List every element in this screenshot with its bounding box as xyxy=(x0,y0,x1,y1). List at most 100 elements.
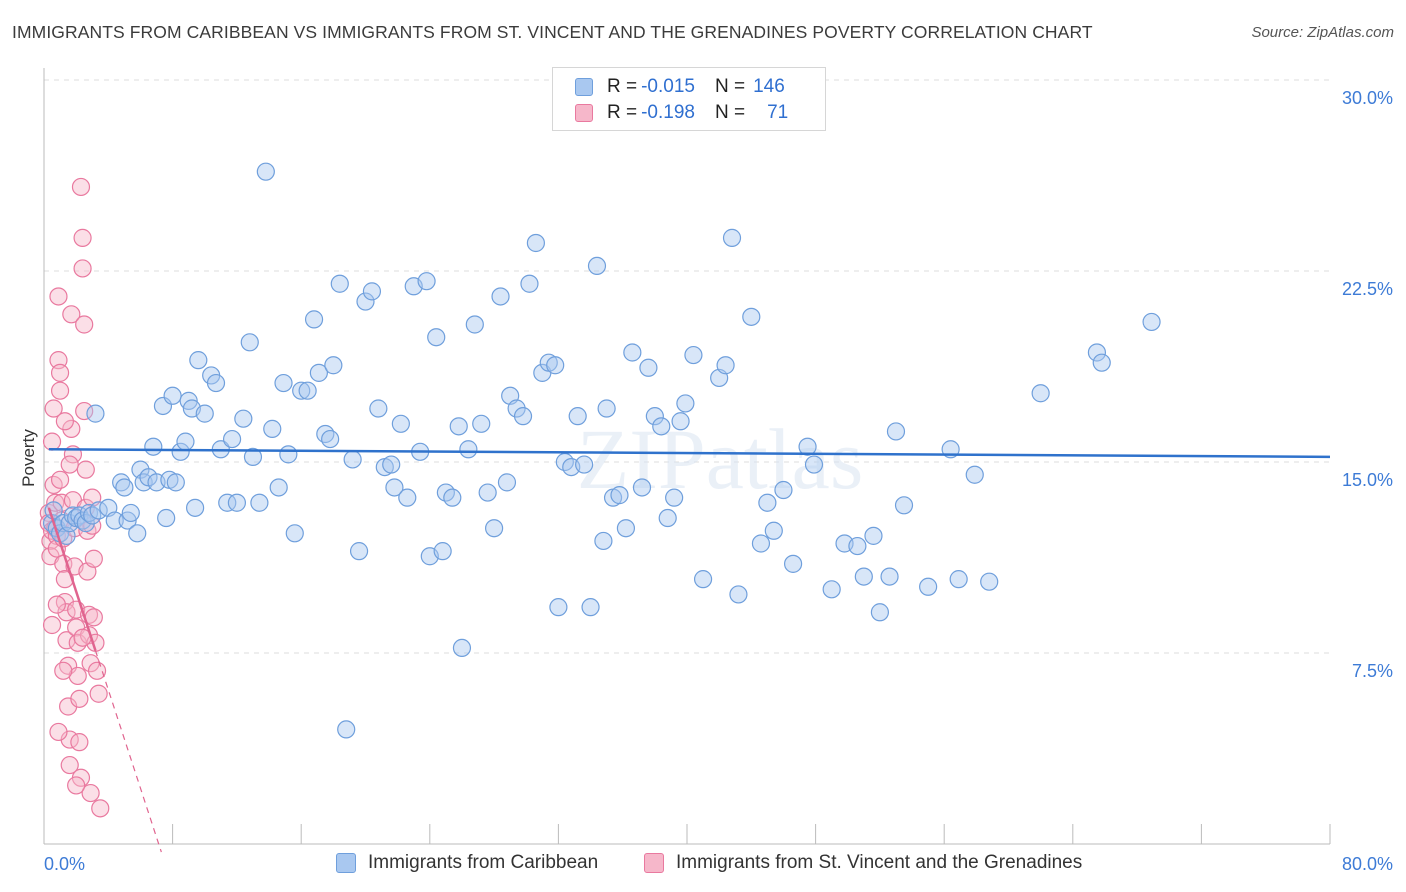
data-point xyxy=(459,440,478,459)
data-point xyxy=(854,567,873,586)
data-point xyxy=(822,580,841,599)
data-point xyxy=(398,488,417,507)
data-point xyxy=(163,386,182,405)
data-point xyxy=(610,486,629,505)
data-point xyxy=(886,422,906,441)
data-point xyxy=(121,503,140,523)
data-point xyxy=(676,394,695,413)
data-point xyxy=(60,755,79,775)
data-point xyxy=(62,419,81,438)
legend-r-value: -0.198 xyxy=(641,102,695,123)
data-point xyxy=(1142,312,1161,332)
data-point xyxy=(49,287,68,306)
legend-row-caribbean: R = -0.015 N = 146 xyxy=(575,75,785,99)
bottom-legend-caribbean: Immigrants from Caribbean xyxy=(336,852,598,874)
data-point xyxy=(324,356,343,375)
data-point xyxy=(81,783,100,803)
data-point xyxy=(42,432,62,451)
data-point xyxy=(206,373,226,393)
bottom-legend-label: Immigrants from St. Vincent and the Gren… xyxy=(676,852,1083,873)
y-axis-label: Poverty xyxy=(19,429,38,487)
data-point xyxy=(337,720,356,739)
grid-lines xyxy=(44,79,1330,654)
data-point xyxy=(50,470,70,489)
data-point xyxy=(171,442,190,461)
data-point xyxy=(75,315,94,334)
data-point xyxy=(804,455,824,474)
data-point xyxy=(218,493,237,512)
data-point xyxy=(84,549,103,568)
legend: R = -0.015 N = 146 R = -0.198 N = 71 xyxy=(552,67,826,131)
source-label: Source: ZipAtlas.com xyxy=(1251,24,1394,41)
watermark: ZIPatlas xyxy=(577,411,864,507)
legend-r-label: R = xyxy=(607,102,638,123)
data-point xyxy=(587,256,607,276)
data-point xyxy=(68,666,87,686)
chart-title: IMMIGRANTS FROM CARIBBEAN VS IMMIGRANTS … xyxy=(12,22,1093,42)
data-point xyxy=(70,689,89,708)
data-point xyxy=(427,328,446,347)
data-point xyxy=(343,450,362,469)
data-point xyxy=(491,287,510,306)
data-point xyxy=(76,460,95,479)
data-point xyxy=(144,437,163,456)
data-point xyxy=(112,473,131,492)
y-tick-label: 7.5% xyxy=(1352,661,1393,681)
legend-r-value: -0.015 xyxy=(641,76,695,97)
legend-n-label: N = xyxy=(714,76,746,97)
data-point xyxy=(594,531,613,551)
data-point xyxy=(70,733,89,752)
bottom-legend-swatch-pink xyxy=(644,853,664,873)
data-point xyxy=(274,373,293,393)
data-point xyxy=(369,399,388,418)
data-point xyxy=(616,519,636,538)
data-point xyxy=(285,524,304,543)
data-point xyxy=(385,478,404,497)
trend-line-caribbean xyxy=(48,448,1331,459)
y-tick-label: 15.0% xyxy=(1342,470,1393,490)
data-point xyxy=(729,585,748,604)
data-point xyxy=(919,577,938,596)
data-point xyxy=(176,432,195,451)
data-point xyxy=(62,305,81,324)
data-point xyxy=(949,570,968,589)
data-point xyxy=(47,595,66,614)
data-point xyxy=(50,381,70,400)
data-point xyxy=(671,412,690,431)
data-point xyxy=(465,315,484,334)
data-point xyxy=(189,351,208,370)
bottom-legend-label: Immigrants from Caribbean xyxy=(368,852,599,873)
data-point xyxy=(279,445,298,464)
data-point xyxy=(304,310,324,329)
trend-lines xyxy=(47,448,1331,853)
data-point xyxy=(263,419,282,438)
data-point xyxy=(693,570,713,589)
data-point xyxy=(665,488,684,507)
legend-n-value: 146 xyxy=(753,76,785,97)
data-point xyxy=(186,498,205,517)
data-point xyxy=(243,447,263,467)
series-caribbean xyxy=(42,162,1161,739)
legend-n-value: 71 xyxy=(767,102,789,123)
data-point xyxy=(54,661,73,680)
data-point xyxy=(128,524,147,543)
data-point xyxy=(309,363,328,382)
data-point xyxy=(568,407,587,426)
data-point xyxy=(658,508,677,528)
data-point xyxy=(758,493,777,512)
data-point xyxy=(382,455,401,474)
data-point xyxy=(417,272,436,291)
data-point xyxy=(716,356,735,375)
data-point xyxy=(73,259,92,278)
data-point xyxy=(60,455,79,474)
data-point xyxy=(234,409,253,428)
legend-swatch-pink xyxy=(575,104,593,122)
data-point xyxy=(433,542,452,561)
data-point xyxy=(764,521,783,540)
data-point xyxy=(546,356,565,375)
data-point xyxy=(91,799,110,818)
data-point xyxy=(73,228,92,247)
data-point xyxy=(848,536,867,556)
data-point xyxy=(298,381,317,400)
data-point xyxy=(87,661,107,680)
